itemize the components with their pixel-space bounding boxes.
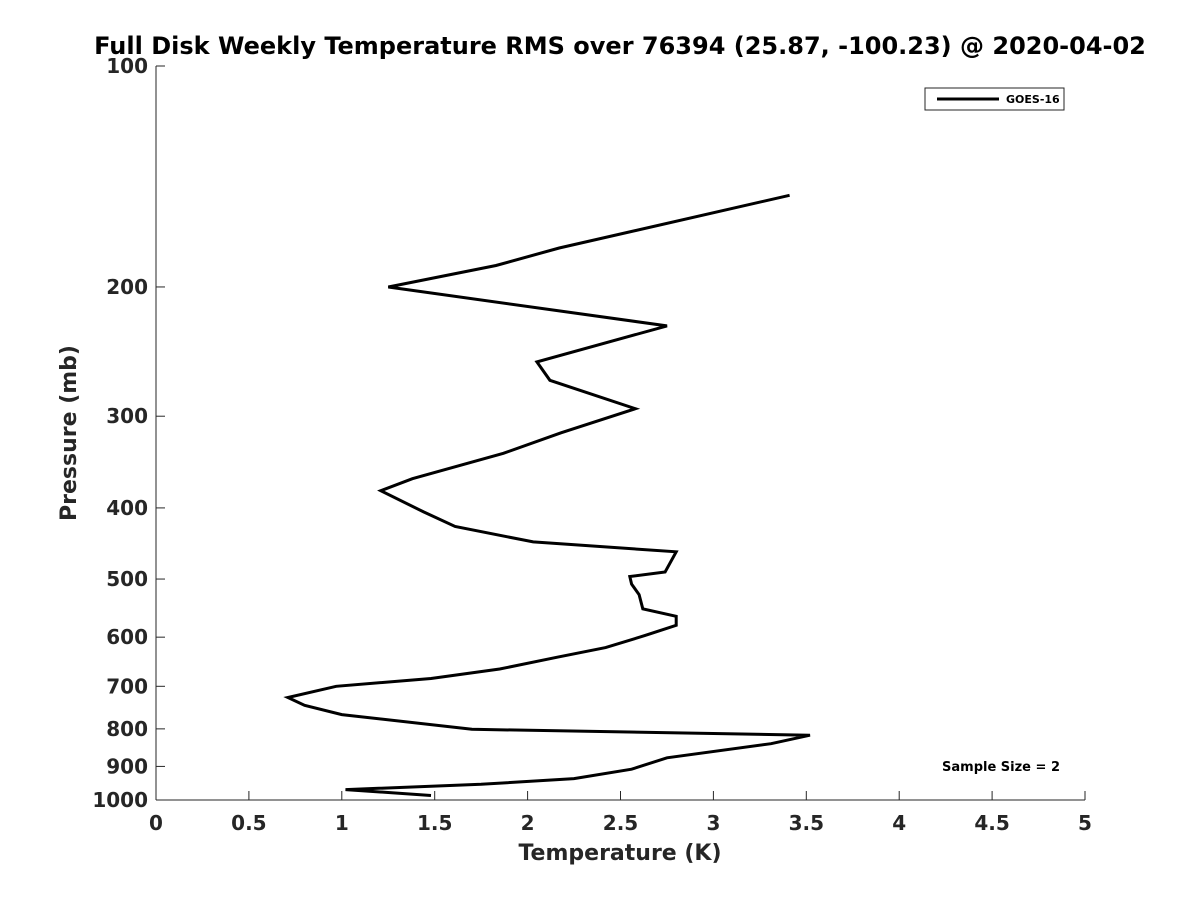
y-tick-label: 800 (106, 717, 148, 741)
y-tick-label: 600 (106, 625, 148, 649)
x-tick-label: 4.5 (974, 811, 1009, 835)
y-tick-label: 400 (106, 496, 148, 520)
y-tick-label: 900 (106, 754, 148, 778)
y-tick-label: 500 (106, 567, 148, 591)
x-tick-label: 3.5 (789, 811, 824, 835)
y-ticks: 100 200 300 400 500 600 700 800 900 1000 (92, 54, 165, 812)
sample-size-annotation: Sample Size = 2 (942, 760, 1060, 775)
x-tick-label: 2.5 (603, 811, 638, 835)
y-tick-label: 1000 (92, 788, 148, 812)
y-tick-label: 300 (106, 404, 148, 428)
x-tick-label: 1 (335, 811, 349, 835)
x-tick-label: 0 (149, 811, 163, 835)
x-tick-label: 4 (892, 811, 906, 835)
x-tick-label: 2 (521, 811, 535, 835)
series-layer (283, 193, 811, 797)
y-axis-label: Pressure (mb) (57, 345, 82, 521)
x-tick-label: 0.5 (231, 811, 266, 835)
chart-title: Full Disk Weekly Temperature RMS over 76… (94, 32, 1146, 60)
legend: GOES-16 (924, 87, 1065, 111)
x-tick-label: 5 (1078, 811, 1092, 835)
x-ticks: 0 0.5 1 1.5 2 2.5 3 3.5 4 4.5 5 (149, 791, 1092, 835)
y-tick-label: 700 (106, 674, 148, 698)
x-tick-label: 1.5 (417, 811, 452, 835)
y-tick-label: 200 (106, 275, 148, 299)
x-tick-label: 3 (706, 811, 720, 835)
series-line-goes-16 (283, 193, 811, 797)
legend-label: GOES-16 (1006, 93, 1060, 106)
x-axis-label: Temperature (K) (518, 841, 721, 866)
y-tick-label: 100 (106, 54, 148, 78)
